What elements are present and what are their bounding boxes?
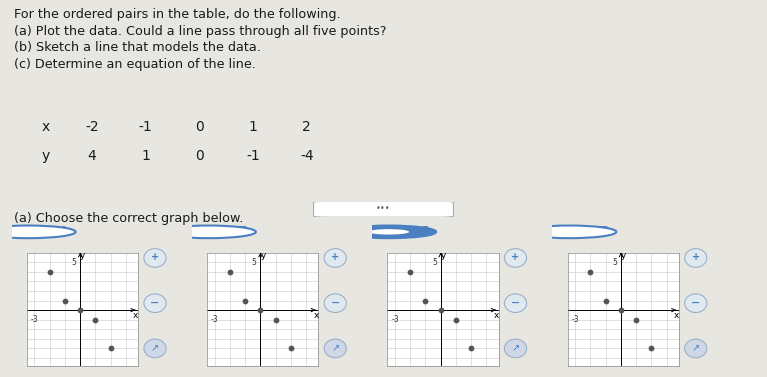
Text: D.: D.: [600, 225, 614, 238]
Point: [269, 317, 281, 323]
Text: x: x: [314, 311, 319, 320]
Text: -3: -3: [391, 316, 399, 324]
Text: ↗: ↗: [151, 343, 159, 354]
Circle shape: [505, 249, 527, 267]
Text: 0: 0: [195, 149, 204, 163]
Point: [645, 345, 657, 351]
Text: x: x: [42, 120, 50, 134]
Text: C.: C.: [420, 225, 433, 238]
Text: •••: •••: [376, 204, 391, 213]
Text: ↗: ↗: [331, 343, 339, 354]
Point: [224, 269, 236, 275]
Text: -1: -1: [139, 120, 153, 134]
Circle shape: [324, 339, 347, 358]
Point: [89, 317, 101, 323]
Circle shape: [144, 339, 166, 358]
Point: [255, 307, 267, 313]
Text: -1: -1: [246, 149, 260, 163]
Text: (b) Sketch a line that models the data.: (b) Sketch a line that models the data.: [14, 41, 261, 54]
Circle shape: [0, 225, 76, 238]
Circle shape: [685, 249, 707, 267]
Circle shape: [144, 294, 166, 313]
Circle shape: [522, 225, 617, 238]
Circle shape: [505, 339, 527, 358]
Text: -2: -2: [85, 120, 99, 134]
Text: 1: 1: [249, 120, 258, 134]
Circle shape: [685, 294, 707, 313]
Text: 5: 5: [612, 257, 617, 267]
Text: -4: -4: [300, 149, 314, 163]
Point: [615, 307, 627, 313]
Circle shape: [324, 294, 347, 313]
Text: y: y: [42, 149, 50, 163]
Point: [420, 297, 432, 303]
Circle shape: [685, 339, 707, 358]
Text: x: x: [674, 311, 680, 320]
Point: [104, 345, 117, 351]
Text: −: −: [511, 297, 520, 308]
Text: (a) Choose the correct graph below.: (a) Choose the correct graph below.: [14, 213, 243, 225]
Text: 0: 0: [195, 120, 204, 134]
Text: −: −: [691, 297, 700, 308]
Text: −: −: [150, 297, 160, 308]
Text: +: +: [331, 252, 339, 262]
Point: [285, 345, 297, 351]
Circle shape: [161, 225, 256, 238]
Text: 5: 5: [71, 257, 77, 267]
Text: For the ordered pairs in the table, do the following.: For the ordered pairs in the table, do t…: [14, 8, 341, 21]
Text: 4: 4: [87, 149, 97, 163]
Text: 2: 2: [302, 120, 311, 134]
Point: [449, 317, 462, 323]
Point: [404, 269, 416, 275]
Text: -3: -3: [31, 316, 38, 324]
Text: (c) Determine an equation of the line.: (c) Determine an equation of the line.: [14, 58, 255, 71]
Text: y: y: [261, 251, 266, 260]
Point: [584, 269, 597, 275]
Text: -3: -3: [211, 316, 219, 324]
Point: [600, 297, 612, 303]
Text: -3: -3: [571, 316, 579, 324]
Text: 5: 5: [432, 257, 437, 267]
Text: x: x: [494, 311, 499, 320]
Circle shape: [341, 225, 436, 238]
Text: +: +: [151, 252, 159, 262]
Point: [465, 345, 477, 351]
Circle shape: [324, 249, 347, 267]
Point: [44, 269, 56, 275]
Text: ↗: ↗: [692, 343, 700, 354]
Point: [239, 297, 252, 303]
Text: −: −: [331, 297, 340, 308]
Text: 5: 5: [252, 257, 257, 267]
Circle shape: [144, 249, 166, 267]
Text: A.: A.: [59, 225, 74, 238]
Text: B.: B.: [239, 225, 253, 238]
Point: [74, 307, 87, 313]
Point: [435, 307, 447, 313]
Text: +: +: [512, 252, 519, 262]
Circle shape: [505, 294, 527, 313]
Text: +: +: [692, 252, 700, 262]
Text: y: y: [81, 251, 86, 260]
Point: [630, 317, 642, 323]
Text: y: y: [621, 251, 627, 260]
FancyBboxPatch shape: [314, 201, 453, 217]
Text: y: y: [441, 251, 446, 260]
Point: [59, 297, 71, 303]
Text: 1: 1: [141, 149, 150, 163]
Circle shape: [369, 229, 409, 234]
Text: ↗: ↗: [512, 343, 519, 354]
Text: (a) Plot the data. Could a line pass through all five points?: (a) Plot the data. Could a line pass thr…: [14, 25, 387, 38]
Text: x: x: [133, 311, 139, 320]
